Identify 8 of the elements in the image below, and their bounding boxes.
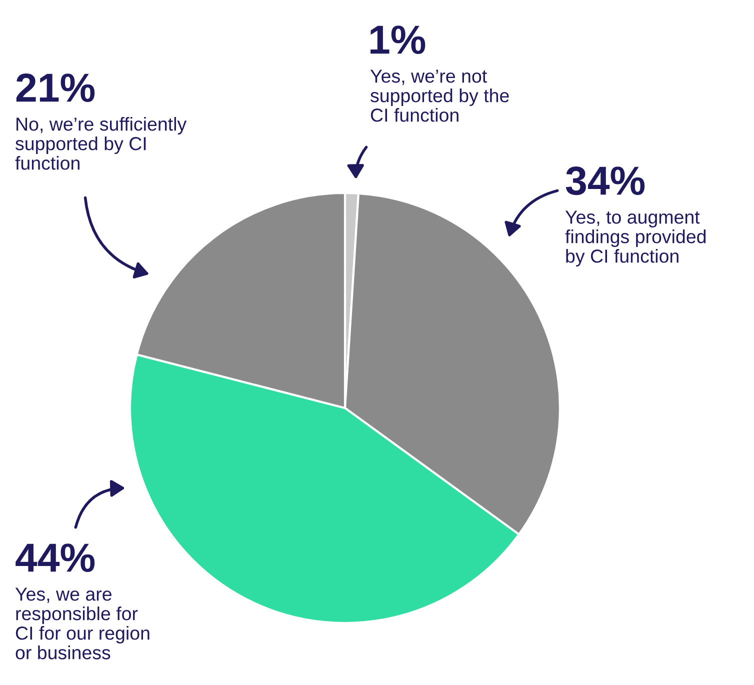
slice-label: Yes, we are responsible for CI for our region or business <box>15 588 150 660</box>
data-label: 34% <box>566 166 645 196</box>
data-label: 1% <box>370 26 426 54</box>
data-label: 21% <box>16 74 95 102</box>
slice-label: Yes, we’re not supported by the CI function <box>370 70 509 122</box>
slice-label: Yes, to augment findings provided by CI function <box>565 210 706 267</box>
data-label: 44% <box>16 544 95 572</box>
slice-label: No, we’re sufficiently supported by CI function <box>15 117 187 170</box>
